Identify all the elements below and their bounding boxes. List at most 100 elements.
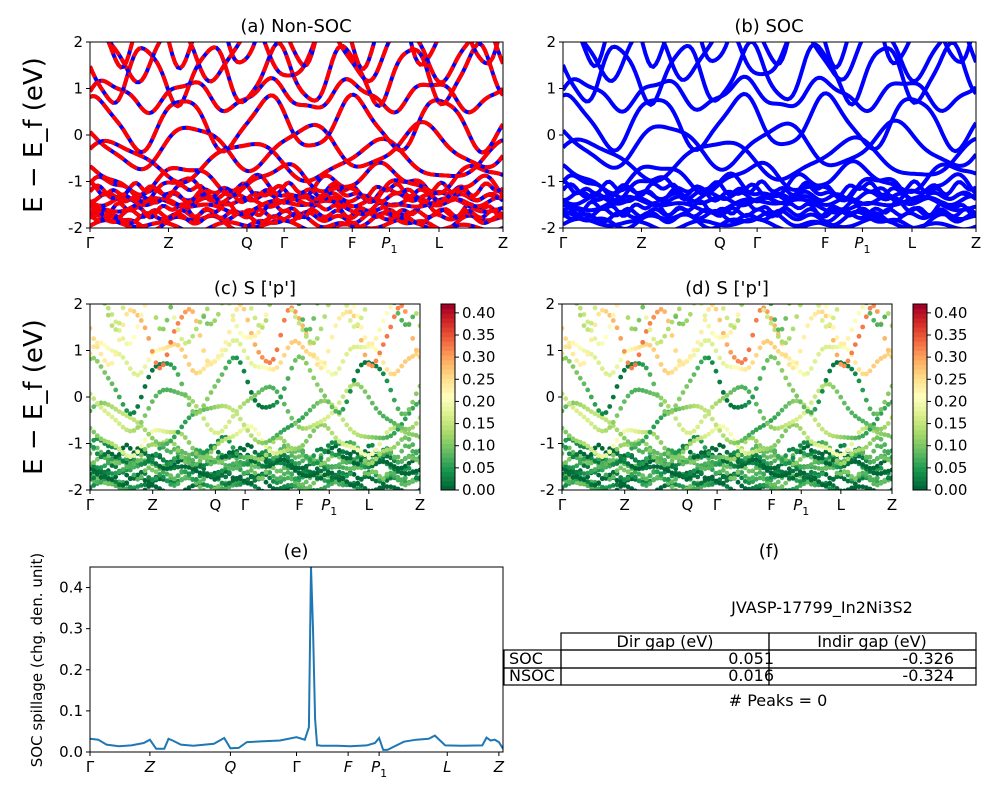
scatter-point	[245, 477, 251, 482]
scatter-point	[863, 314, 869, 320]
scatter-point	[874, 475, 880, 481]
scatter-point	[157, 362, 163, 367]
scatter-point	[691, 372, 697, 377]
scatter-point	[856, 435, 862, 440]
scatter-point	[215, 484, 221, 489]
scatter-point	[278, 486, 284, 490]
scatter-point	[285, 308, 291, 313]
scatter-point	[340, 465, 346, 470]
scatter-point	[296, 475, 302, 480]
scatter-point	[753, 457, 759, 462]
colorbar-segment	[913, 350, 927, 356]
scatter-point	[234, 477, 240, 482]
colorbar-segment	[441, 476, 455, 482]
scatter-point	[779, 458, 785, 464]
scatter-point	[377, 435, 383, 441]
scatter-point	[171, 341, 177, 347]
xtick-label: Z	[144, 758, 156, 776]
scatter-point	[864, 304, 869, 306]
ytick-label: -1	[540, 435, 555, 453]
scatter-point	[124, 413, 130, 419]
scatter-point	[241, 462, 247, 467]
colorbar-tick-label: 0.30	[934, 348, 967, 366]
scatter-point	[318, 326, 324, 332]
scatter-point	[581, 451, 587, 457]
scatter-point	[102, 370, 108, 375]
scatter-point	[717, 477, 723, 482]
scatter-point	[322, 393, 328, 399]
scatter-point	[182, 475, 188, 480]
scatter-point	[94, 433, 100, 439]
scatter-point	[384, 435, 390, 440]
scatter-point	[562, 425, 565, 431]
scatter-point	[636, 466, 642, 471]
scatter-point	[94, 445, 100, 451]
scatter-point	[105, 305, 111, 311]
scatter-point	[373, 469, 379, 475]
colorbar-segment	[913, 313, 927, 319]
scatter-point	[632, 469, 638, 475]
colorbar-segment	[913, 397, 927, 403]
scatter-point	[410, 449, 416, 454]
scatter-point	[94, 451, 100, 457]
scatter-point	[625, 315, 631, 320]
scatter-point	[157, 326, 163, 332]
scatter-point	[735, 443, 741, 449]
scatter-point	[643, 441, 649, 447]
scatter-point	[647, 390, 653, 396]
scatter-point	[625, 439, 631, 444]
scatter-point	[116, 482, 122, 488]
colorbar-segment	[913, 485, 927, 491]
scatter-point	[592, 322, 598, 328]
scatter-point	[285, 458, 291, 464]
scatter-point	[588, 421, 594, 427]
scatter-point	[182, 340, 188, 346]
scatter-point	[775, 426, 781, 431]
scatter-point	[395, 465, 401, 471]
scatter-point	[845, 406, 851, 411]
scatter-point	[750, 457, 756, 463]
scatter-point	[296, 465, 302, 471]
scatter-point	[388, 304, 394, 310]
scatter-point	[410, 314, 416, 320]
scatter-point	[278, 475, 284, 481]
scatter-point	[827, 344, 833, 350]
scatter-point	[566, 465, 572, 471]
scatter-point	[171, 389, 177, 394]
scatter-point	[592, 336, 598, 341]
colorbar-segment	[441, 387, 455, 393]
colorbar-segment	[913, 424, 927, 431]
scatter-point	[344, 304, 350, 308]
scatter-point	[322, 472, 328, 478]
scatter-point	[735, 452, 741, 458]
scatter-point	[698, 484, 704, 490]
scatter-point	[786, 447, 792, 453]
scatter-point	[256, 486, 262, 490]
scatter-point	[303, 348, 309, 354]
scatter-point	[417, 487, 420, 490]
scatter-point	[245, 469, 251, 475]
scatter-point	[797, 304, 803, 308]
scatter-point	[599, 476, 605, 481]
scatter-point	[566, 358, 572, 364]
scatter-point	[116, 452, 122, 457]
scatter-point	[669, 458, 675, 464]
colorbar-segment	[913, 373, 927, 379]
scatter-point	[588, 394, 594, 400]
scatter-point	[135, 425, 141, 430]
scatter-point	[790, 468, 796, 474]
scatter-point	[102, 408, 108, 414]
scatter-point	[882, 470, 888, 475]
scatter-point	[149, 442, 155, 447]
ytick-label: -1	[68, 435, 83, 453]
scatter-point	[94, 471, 100, 476]
scatter-point	[735, 449, 741, 454]
scatter-point	[577, 476, 583, 482]
scatter-point	[234, 431, 240, 437]
scatter-point	[731, 440, 737, 446]
scatter-point	[311, 422, 317, 428]
colorbar-segment	[913, 327, 927, 333]
scatter-point	[834, 486, 840, 490]
scatter-point	[713, 470, 719, 476]
scatter-point	[632, 326, 638, 332]
